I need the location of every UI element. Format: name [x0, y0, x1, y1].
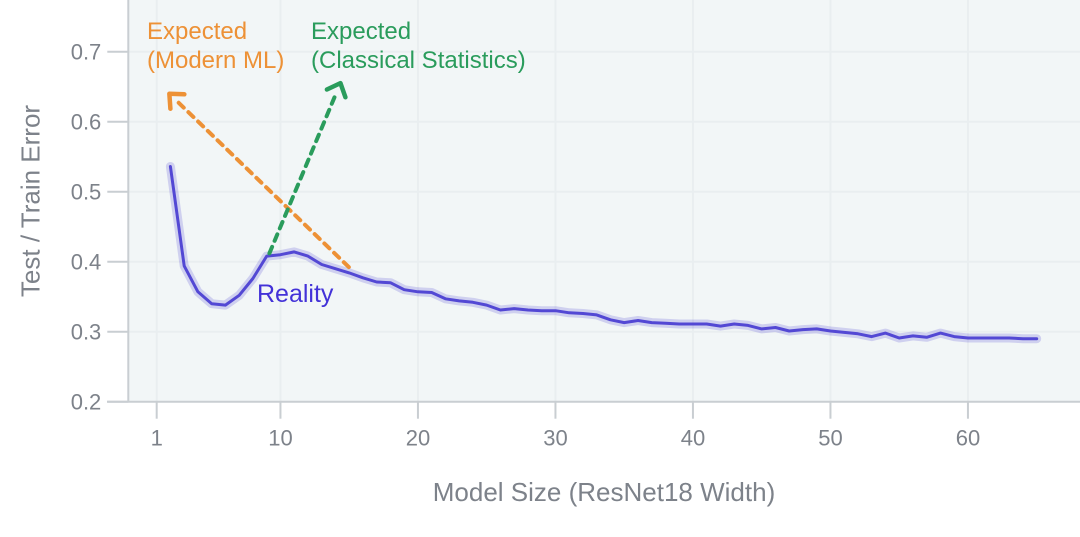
- x-tick-label: 20: [406, 426, 430, 451]
- x-axis-title: Model Size (ResNet18 Width): [432, 477, 776, 507]
- expected-modern-ml-line: [176, 100, 354, 273]
- x-tick-label: 40: [681, 426, 705, 451]
- expected-classical-statistics-arrowhead: [324, 80, 348, 100]
- x-tick-label: 60: [956, 426, 980, 451]
- annotation-expected-classical-line2: (Classical Statistics): [311, 47, 526, 74]
- y-tick-label: 0.2: [71, 390, 102, 415]
- y-axis-title: Test / Train Error: [15, 104, 46, 298]
- y-tick-label: 0.3: [71, 320, 102, 345]
- annotation-expected-modern-ml-line2: (Modern ML): [147, 47, 285, 74]
- expected-classical-statistics-line: [267, 93, 338, 256]
- annotation-expected-classical-line1: Expected: [311, 18, 412, 45]
- y-tick-label: 0.5: [71, 180, 102, 205]
- annotation-expected-modern-ml-line1: Expected: [147, 18, 248, 45]
- annotation-expected-classical-statistics: Expected (Classical Statistics): [311, 17, 526, 75]
- y-tick-label: 0.4: [71, 250, 102, 275]
- x-tick-label: 50: [818, 426, 842, 451]
- reality-line: [168, 165, 1039, 341]
- x-tick-label: 30: [543, 426, 567, 451]
- expected-modern-ml-arrowhead: [167, 91, 187, 111]
- x-tick-label: 10: [268, 426, 292, 451]
- y-tick-label: 0.7: [71, 40, 102, 65]
- y-tick-label: 0.6: [71, 110, 102, 135]
- annotation-expected-modern-ml: Expected (Modern ML): [147, 17, 284, 75]
- plot-area: [128, 0, 1080, 402]
- x-tick-label: 1: [151, 426, 163, 451]
- annotation-reality: Reality: [257, 280, 334, 308]
